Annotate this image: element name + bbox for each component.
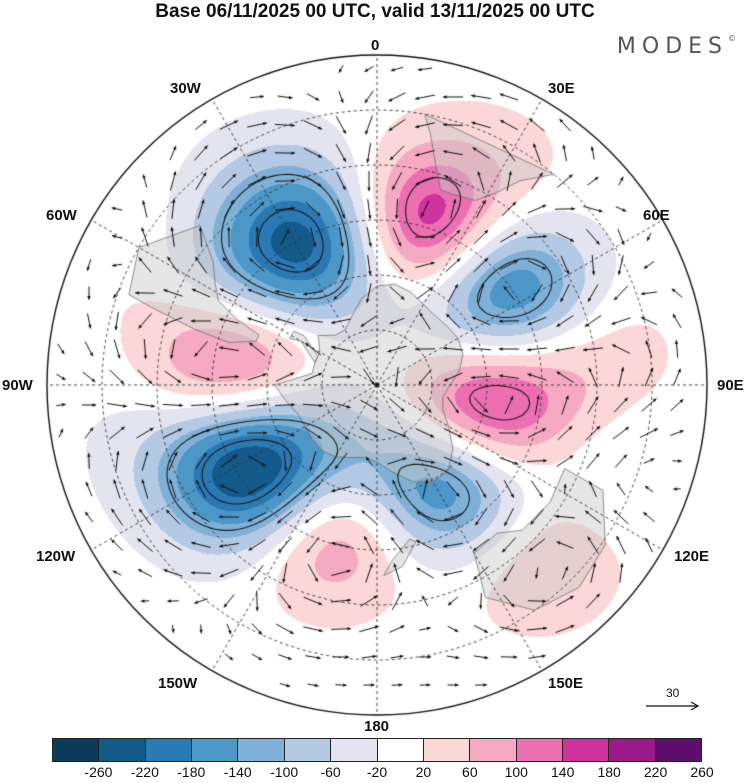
- lon-label-120e: 120E: [674, 548, 710, 565]
- colorbar-tick-label: -20: [366, 764, 388, 780]
- lon-label-120w: 120W: [36, 548, 76, 565]
- lon-label-30w: 30W: [170, 80, 201, 97]
- colorbar: [52, 738, 702, 762]
- colorbar-swatch: [515, 739, 562, 761]
- colorbar-swatch: [237, 739, 284, 761]
- colorbar-swatch: [422, 739, 470, 761]
- lon-label-90w: 90W: [2, 377, 33, 394]
- colorbar-tick-label: -60: [320, 764, 341, 780]
- brand-name: MODES: [616, 34, 728, 59]
- lon-label-0: 0: [371, 37, 380, 54]
- colorbar-swatch: [283, 739, 331, 761]
- colorbar-tick-label: -100: [270, 764, 299, 780]
- lon-label-90e: 90E: [717, 377, 744, 394]
- colorbar-swatch: [98, 739, 145, 761]
- colorbar-swatch: [330, 739, 377, 761]
- colorbar-tick-label: 220: [643, 764, 668, 780]
- reference-vector-value: 30: [666, 686, 680, 700]
- colorbar-tick-label: -220: [130, 764, 159, 780]
- map-title: Base 06/11/2025 00 UTC, valid 13/11/2025…: [155, 1, 595, 22]
- lon-label-150w: 150W: [158, 675, 198, 692]
- colorbar-tick-label: 260: [690, 764, 714, 780]
- colorbar-ticks: -260 -220 -180 -140 -100 -60 -20 20 60 100 140 180 2…: [52, 764, 713, 782]
- colorbar-tick-label: 140: [551, 764, 575, 780]
- colorbar-tick-label: 20: [415, 764, 432, 780]
- colorbar-tick-label: 180: [597, 764, 621, 780]
- lon-label-60w: 60W: [46, 207, 77, 224]
- colorbar-swatch: [561, 739, 609, 761]
- colorbar-tick-label: -180: [177, 764, 206, 780]
- colorbar-swatch: [144, 739, 192, 761]
- lon-label-60e: 60E: [643, 207, 670, 224]
- colorbar-tick-label: 60: [462, 764, 478, 780]
- colorbar-swatch: [191, 739, 238, 761]
- copyright-mark: ©: [728, 34, 736, 43]
- colorbar-swatch: [376, 739, 423, 761]
- reference-arrow-icon: [646, 701, 700, 711]
- modes-logo: MODES©: [617, 34, 736, 59]
- colorbar-swatch: [608, 739, 655, 761]
- colorbar-tick-label: -260: [84, 764, 113, 780]
- colorbar-tick-label: -140: [223, 764, 252, 780]
- colorbar-swatch: [469, 739, 516, 761]
- colorbar-swatch: [654, 739, 702, 761]
- reference-vector: 30: [640, 686, 704, 714]
- lon-label-150e: 150E: [548, 675, 584, 692]
- lon-label-180: 180: [364, 718, 390, 735]
- colorbar-tick-label: 100: [504, 764, 528, 780]
- lon-label-30e: 30E: [548, 80, 575, 97]
- colorbar-swatch: [53, 739, 99, 761]
